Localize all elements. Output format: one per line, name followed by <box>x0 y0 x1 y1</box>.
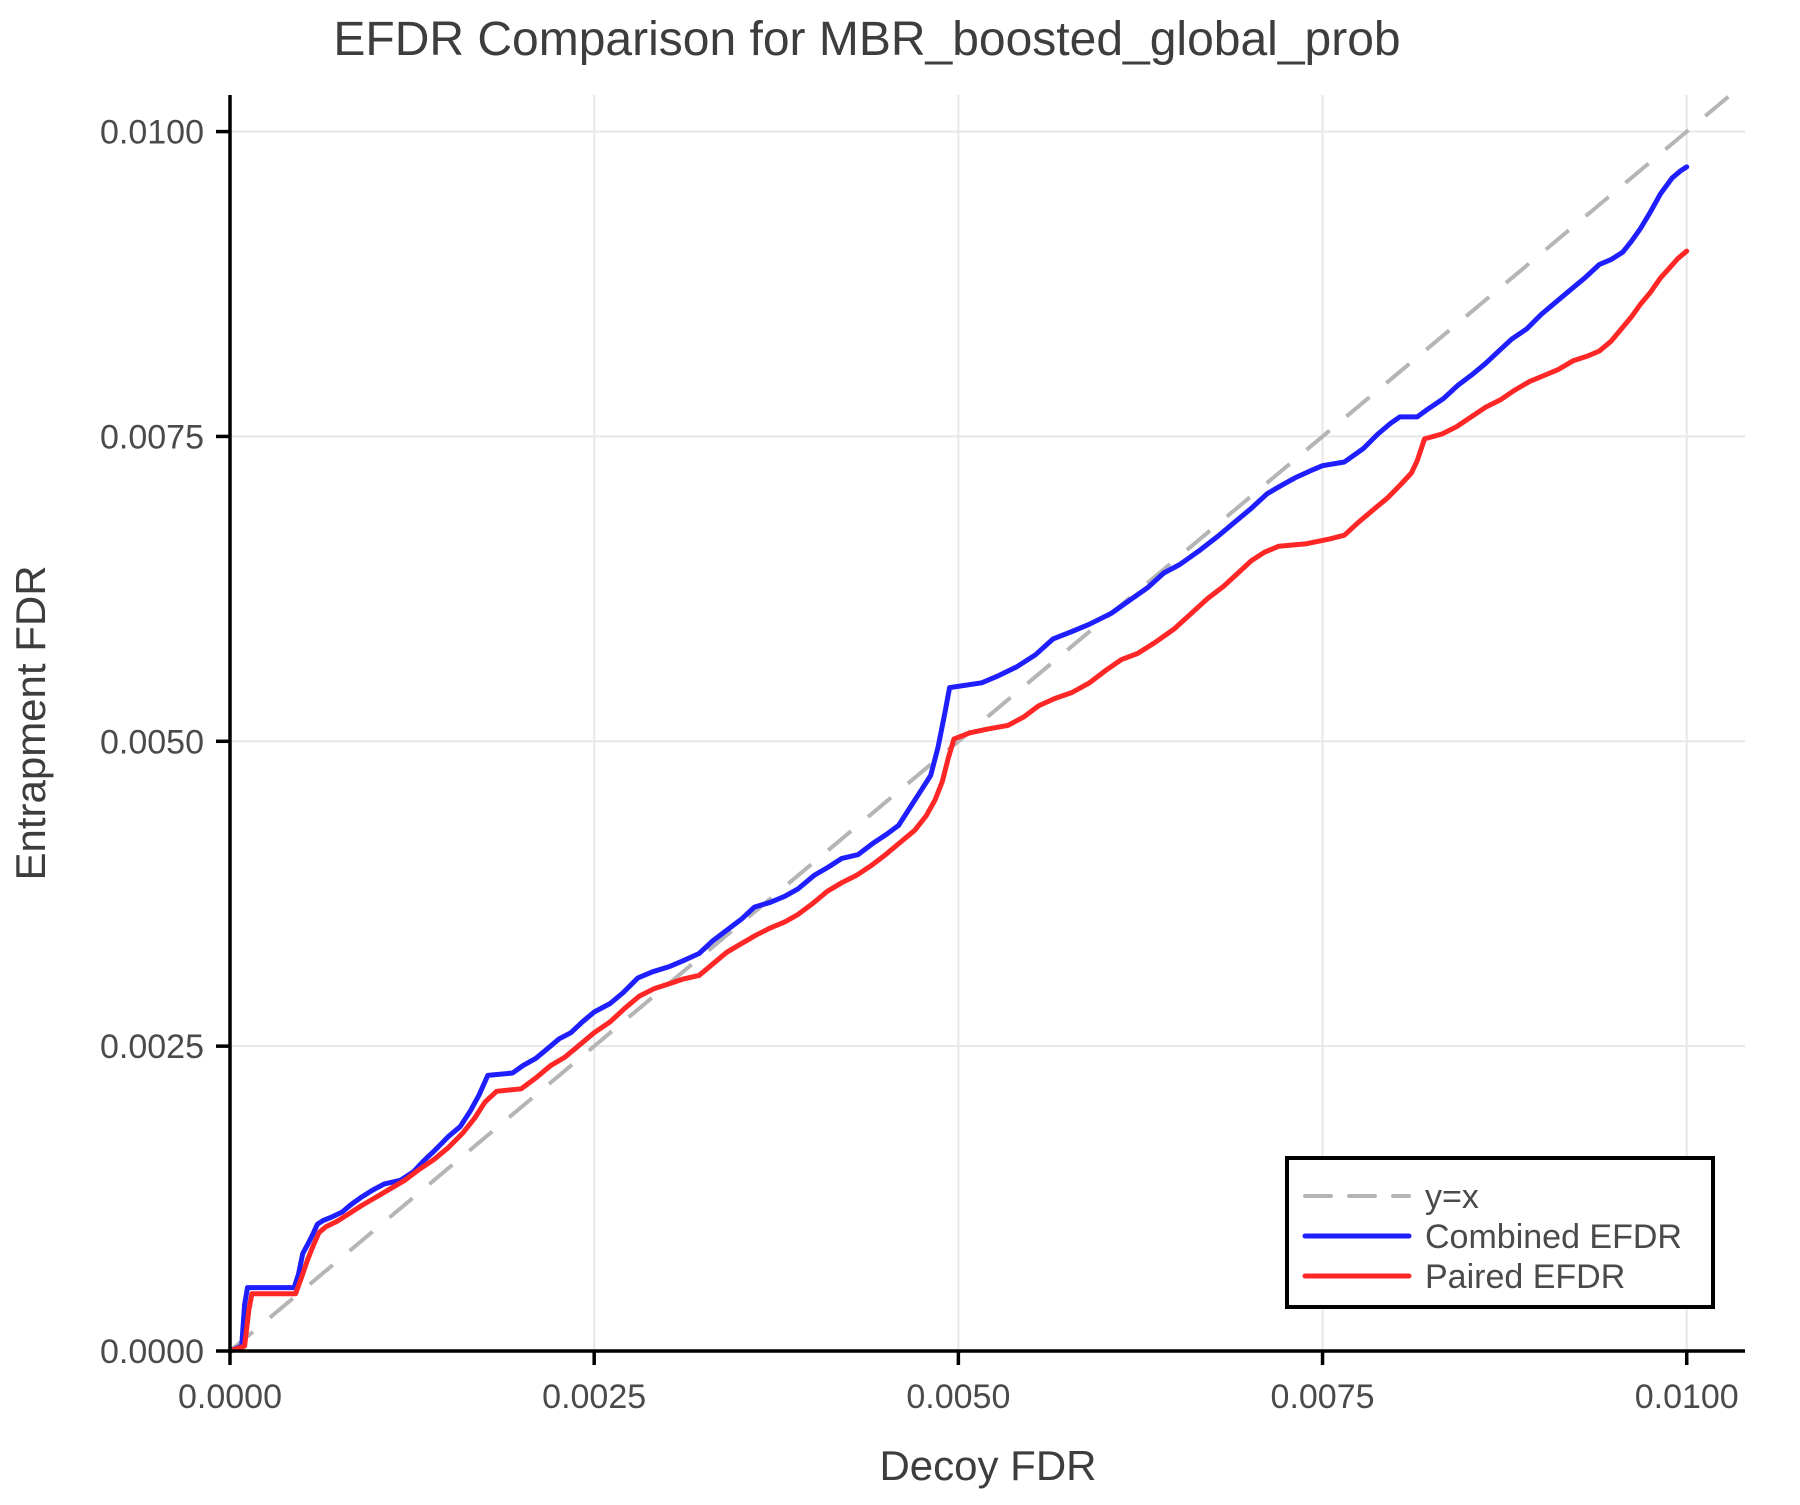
legend-box <box>1285 1156 1715 1309</box>
y-tick-label: 0.0100 <box>100 114 204 152</box>
x-tick-label: 0.0025 <box>542 1378 646 1416</box>
y-tick-label: 0.0025 <box>100 1028 204 1066</box>
axis-ticks: 0.0000 0.0025 0.0050 0.0075 0.0100 0.0000 0.00… <box>100 114 1739 1416</box>
y-axis-label: Entrapment FDR <box>7 565 54 880</box>
axes-spines <box>228 95 1745 1353</box>
paired-efdr-line <box>227 248 1690 1354</box>
x-tick-label: 0.0000 <box>178 1378 282 1416</box>
y-tick-label: 0.0075 <box>100 418 204 456</box>
identity-line <box>228 93 1732 1353</box>
identity-dashed-line <box>228 93 1732 1353</box>
x-tick-label: 0.0100 <box>1635 1378 1739 1416</box>
chart-title: EFDR Comparison for MBR_boosted_global_p… <box>333 13 1400 66</box>
x-axis-label: Decoy FDR <box>879 1442 1096 1489</box>
legend-entry-label: Paired EFDR <box>1425 1258 1625 1296</box>
y-tick-label: 0.0050 <box>100 723 204 761</box>
legend-entry-label: y=x <box>1425 1178 1479 1216</box>
legend-entry-label: Combined EFDR <box>1425 1218 1682 1256</box>
y-tick-label: 0.0000 <box>100 1333 204 1371</box>
x-tick-label: 0.0075 <box>1271 1378 1375 1416</box>
data-series <box>227 164 1690 1354</box>
x-tick-label: 0.0050 <box>906 1378 1010 1416</box>
